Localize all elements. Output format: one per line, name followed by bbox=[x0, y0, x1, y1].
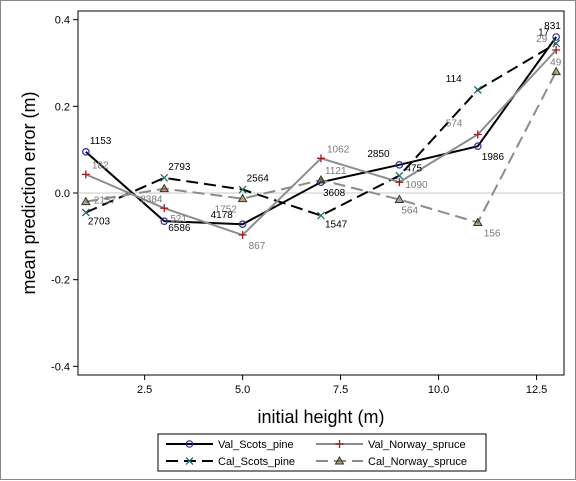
y-tick-label: -0.4 bbox=[51, 361, 70, 373]
data-label: 17 bbox=[538, 28, 550, 39]
data-label: 2703 bbox=[88, 217, 111, 228]
x-axis-title: initial height (m) bbox=[257, 407, 384, 427]
x-tick-label: 5.0 bbox=[235, 384, 250, 396]
data-label: 574 bbox=[446, 119, 463, 130]
triangle-marker bbox=[394, 194, 405, 203]
series-val-norway-spruce bbox=[81, 46, 561, 240]
x-marker bbox=[395, 171, 404, 180]
legend-label: Val_Scots_pine bbox=[218, 439, 294, 451]
data-label: 2384 bbox=[140, 195, 163, 206]
data-label: 2850 bbox=[367, 149, 390, 160]
x-tick-label: 7.5 bbox=[333, 384, 348, 396]
plus-marker bbox=[473, 130, 482, 139]
data-label: 3608 bbox=[323, 188, 346, 199]
x-axis: 2.5 5.0 7.5 10.0 12.5 bbox=[137, 375, 547, 396]
legend-box bbox=[157, 433, 487, 472]
data-label: 49 bbox=[550, 58, 562, 69]
circle-marker bbox=[552, 33, 560, 41]
data-label: 867 bbox=[249, 241, 266, 252]
plus-marker bbox=[552, 46, 561, 54]
plus-marker bbox=[160, 204, 169, 213]
circle-marker bbox=[238, 220, 247, 229]
plus-marker bbox=[395, 178, 404, 187]
data-label: 1752 bbox=[215, 205, 238, 216]
x-marker bbox=[185, 457, 194, 465]
x-tick-label: 2.5 bbox=[137, 384, 152, 396]
y-tick-label: 0.2 bbox=[55, 101, 70, 113]
data-label: 6586 bbox=[168, 223, 191, 234]
circle-marker bbox=[82, 148, 90, 156]
series-cal-norway-spruce bbox=[80, 66, 562, 226]
x-marker bbox=[473, 85, 482, 94]
x-marker bbox=[317, 211, 325, 220]
x-tick-label: 10.0 bbox=[428, 384, 449, 396]
legend-item: Val_Scots_pine bbox=[166, 439, 294, 451]
x-marker bbox=[238, 185, 247, 194]
legend: Val_Scots_pine Cal_Scots_pine Val_Norway_s… bbox=[157, 433, 487, 472]
data-label: 831 bbox=[544, 21, 561, 32]
data-label-layer: 1153 6586 4178 3608 2850 1986 831 2703 2793 2564 1… bbox=[88, 21, 562, 252]
data-label: 564 bbox=[401, 206, 418, 217]
data-label: 156 bbox=[484, 228, 501, 239]
data-label: 2793 bbox=[168, 162, 191, 173]
legend-label: Cal_Norway_spruce bbox=[368, 456, 467, 468]
legend-label: Cal_Scots_pine bbox=[218, 456, 295, 468]
y-tick-label: -0.2 bbox=[51, 275, 70, 287]
data-label: 1153 bbox=[90, 136, 112, 147]
series-cal-scots-pine bbox=[81, 39, 561, 220]
x-marker bbox=[81, 208, 90, 217]
plus-marker bbox=[81, 170, 90, 179]
y-tick-label: 0.0 bbox=[55, 188, 70, 200]
circle-marker bbox=[185, 440, 194, 448]
y-axis: -0.4 -0.2 0.0 0.2 0.4 bbox=[51, 15, 78, 373]
circle-marker bbox=[160, 217, 169, 225]
circle-marker bbox=[473, 142, 482, 151]
data-label: 4178 bbox=[211, 210, 234, 221]
x-marker bbox=[552, 39, 561, 48]
circle-marker bbox=[395, 161, 404, 169]
legend-label: Val_Norway_spruce bbox=[368, 439, 466, 451]
legend-item: Cal_Norway_spruce bbox=[316, 455, 467, 468]
plus-marker bbox=[317, 154, 325, 163]
triangle-marker bbox=[472, 217, 483, 226]
data-label: 29 bbox=[536, 34, 548, 45]
data-label: 2157 bbox=[94, 196, 117, 207]
legend-item: Val_Norway_spruce bbox=[316, 439, 466, 451]
triangle-marker bbox=[80, 196, 91, 206]
triangle-marker bbox=[551, 66, 562, 76]
series-layer bbox=[80, 33, 562, 240]
data-label: 1547 bbox=[325, 220, 348, 231]
data-label: 1090 bbox=[405, 180, 428, 191]
plus-marker bbox=[335, 440, 344, 448]
data-label: 475 bbox=[405, 164, 422, 175]
y-tick-label: 0.4 bbox=[55, 15, 70, 27]
x-tick-label: 12.5 bbox=[526, 384, 547, 396]
data-label: 182 bbox=[92, 160, 109, 171]
data-label: 1062 bbox=[327, 144, 350, 155]
legend-item: Cal_Scots_pine bbox=[166, 456, 295, 468]
data-label: 114 bbox=[446, 74, 462, 85]
data-label: 2564 bbox=[247, 174, 270, 185]
triangle-marker bbox=[334, 455, 345, 465]
data-label: 521 bbox=[170, 214, 187, 225]
data-label: 1121 bbox=[325, 166, 347, 177]
triangle-marker bbox=[316, 174, 326, 184]
y-axis-title: mean prediction error (m) bbox=[19, 91, 39, 294]
x-marker bbox=[160, 173, 169, 182]
plus-marker bbox=[238, 231, 247, 240]
triangle-marker bbox=[237, 193, 248, 203]
data-label: 1986 bbox=[482, 152, 505, 163]
triangle-marker bbox=[159, 183, 170, 193]
